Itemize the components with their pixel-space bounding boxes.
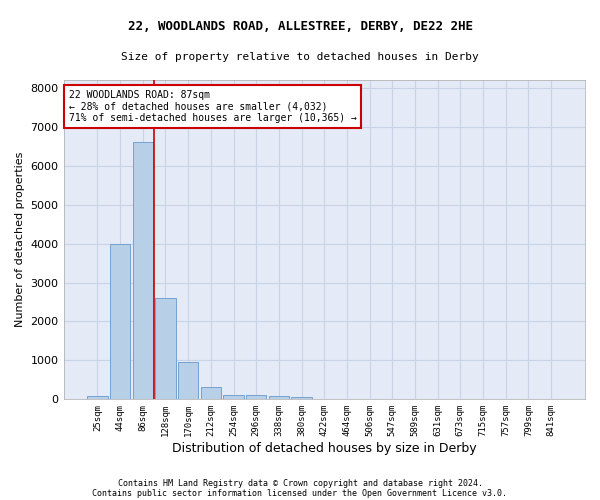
Text: Contains public sector information licensed under the Open Government Licence v3: Contains public sector information licen… xyxy=(92,488,508,498)
Bar xyxy=(269,396,289,400)
Bar xyxy=(223,394,244,400)
Bar xyxy=(200,388,221,400)
Bar xyxy=(87,396,107,400)
Text: 22, WOODLANDS ROAD, ALLESTREE, DERBY, DE22 2HE: 22, WOODLANDS ROAD, ALLESTREE, DERBY, DE… xyxy=(128,20,473,33)
X-axis label: Distribution of detached houses by size in Derby: Distribution of detached houses by size … xyxy=(172,442,476,455)
Bar xyxy=(246,395,266,400)
Y-axis label: Number of detached properties: Number of detached properties xyxy=(15,152,25,328)
Bar xyxy=(133,142,153,400)
Bar xyxy=(155,298,176,400)
Text: Contains HM Land Registry data © Crown copyright and database right 2024.: Contains HM Land Registry data © Crown c… xyxy=(118,478,482,488)
Text: 22 WOODLANDS ROAD: 87sqm
← 28% of detached houses are smaller (4,032)
71% of sem: 22 WOODLANDS ROAD: 87sqm ← 28% of detach… xyxy=(69,90,356,123)
Text: Size of property relative to detached houses in Derby: Size of property relative to detached ho… xyxy=(121,52,479,62)
Bar xyxy=(110,244,130,400)
Bar xyxy=(292,398,312,400)
Bar xyxy=(178,362,199,400)
